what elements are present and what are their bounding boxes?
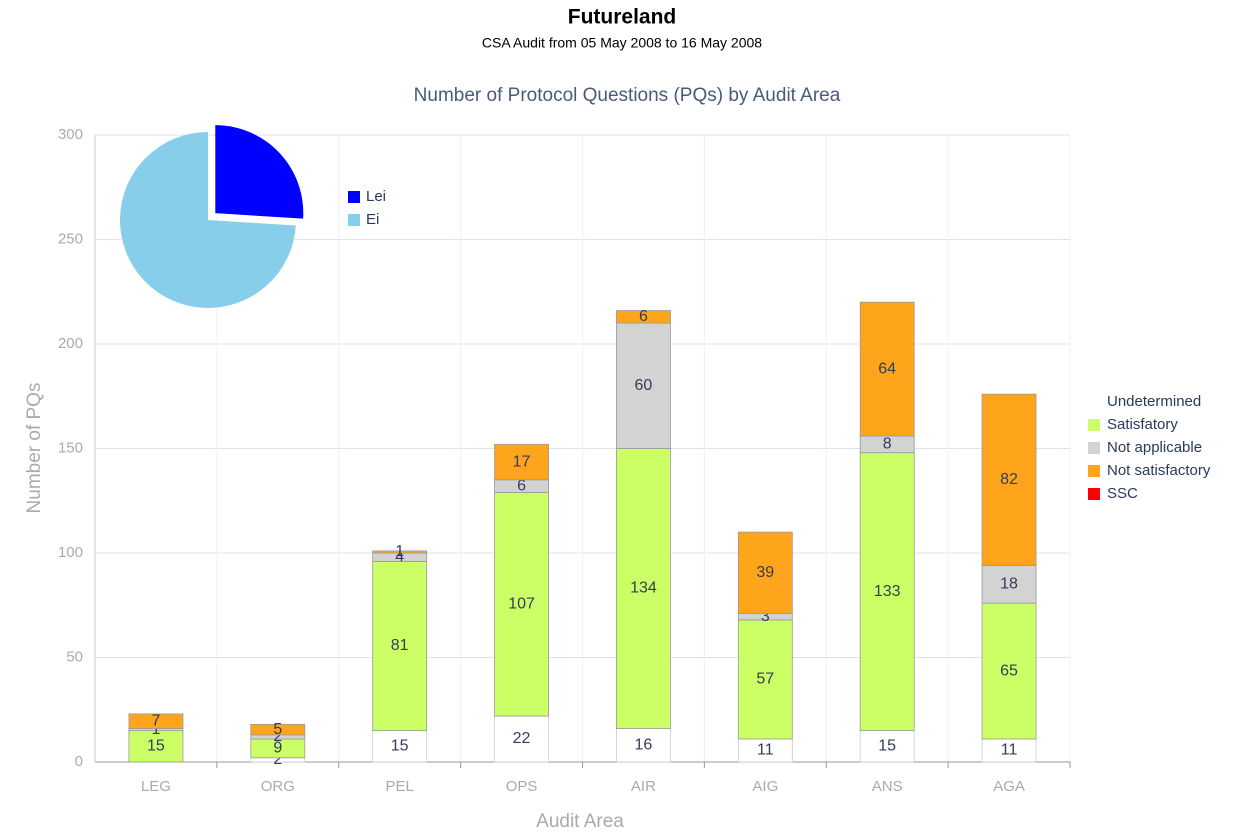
legend-label: Not satisfactory [1107,462,1211,479]
data-label: 133 [874,583,901,600]
x-tick-label: ORG [261,778,295,795]
data-label: 81 [391,637,409,654]
bar-segment [616,322,671,449]
data-label: 9 [273,740,282,757]
data-label: 16 [635,736,653,753]
data-label: 60 [635,377,653,394]
x-tick-label: PEL [386,778,414,795]
data-label: 7 [151,712,160,729]
y-tick-label: 250 [58,230,83,247]
data-label: 15 [878,738,896,755]
legend-swatch [1088,419,1100,431]
bar-segment [859,730,915,763]
data-label: 8 [883,436,892,453]
y-tick-label: 150 [58,439,83,456]
data-label: 15 [147,738,165,755]
bar-segment [494,715,549,763]
legend-swatch [1088,465,1100,477]
y-tick-label: 0 [75,753,83,770]
legend-label: SSC [1107,485,1138,502]
x-tick-label: AGA [993,778,1025,795]
bar-segment [616,728,671,763]
x-tick-label: OPS [506,778,538,795]
x-tick-label: LEG [141,778,171,795]
x-tick-label: AIG [752,778,778,795]
bar-segment [494,491,549,717]
data-label: 6 [639,308,648,325]
bar-segment [494,443,549,481]
data-label: 18 [1000,576,1018,593]
data-label: 39 [756,564,774,581]
data-label: 22 [513,730,531,747]
x-tick-label: ANS [872,778,903,795]
bar-segment [737,619,793,740]
legend-swatch [1088,442,1100,454]
y-tick-label: 200 [58,335,83,352]
y-axis-label: Number of PQs [24,383,45,514]
bar-segment [372,730,428,763]
bar-segment [128,713,184,729]
y-tick-label: 300 [58,126,83,143]
data-label: 2 [273,751,282,768]
data-label: 82 [1000,471,1018,488]
bar-segment [981,565,1037,604]
pie-slice [120,132,296,308]
data-label: 4 [395,548,404,565]
data-label: 134 [630,580,657,597]
bar-segment [981,393,1037,566]
bar-segment [616,310,671,324]
page-title: Futureland [568,6,677,29]
legend-label: Lei [366,188,386,205]
data-label: 11 [1001,742,1018,759]
data-label: 107 [508,595,535,612]
x-tick-label: AIR [631,778,656,795]
page-subtitle: CSA Audit from 05 May 2008 to 16 May 200… [482,35,762,51]
legend-swatch [348,191,360,203]
bar-segment [616,448,671,729]
y-tick-label: 100 [58,544,83,561]
bar-segment [372,560,428,732]
data-label: 17 [513,453,531,470]
data-label: 5 [273,721,282,738]
legend-label: Not applicable [1107,439,1202,456]
data-label: 15 [391,738,409,755]
bar-segment [250,723,306,736]
bar-segment [859,301,915,437]
legend-label: Ei [366,211,379,228]
legend-label: Satisfatory [1107,416,1178,433]
x-axis-label: Audit Area [536,811,624,832]
legend-swatch [348,214,360,226]
chart-title: Number of Protocol Questions (PQs) by Au… [414,85,841,106]
data-label: 64 [878,360,896,377]
data-label: 3 [761,608,770,625]
data-label: 11 [757,742,774,759]
legend-label: Undetermined [1107,393,1201,410]
legend-swatch [1088,488,1100,500]
y-tick-label: 50 [66,648,83,665]
data-label: 6 [517,477,526,494]
bar-segment [737,531,793,615]
bar-segment [372,550,428,554]
data-label: 1 [395,543,404,560]
bar-segment [981,602,1037,740]
bar-segment [859,452,915,732]
data-label: 1 [151,721,160,738]
pie-slice [215,125,304,219]
data-label: 2 [273,728,282,745]
data-label: 57 [756,671,774,688]
data-label: 65 [1000,662,1018,679]
